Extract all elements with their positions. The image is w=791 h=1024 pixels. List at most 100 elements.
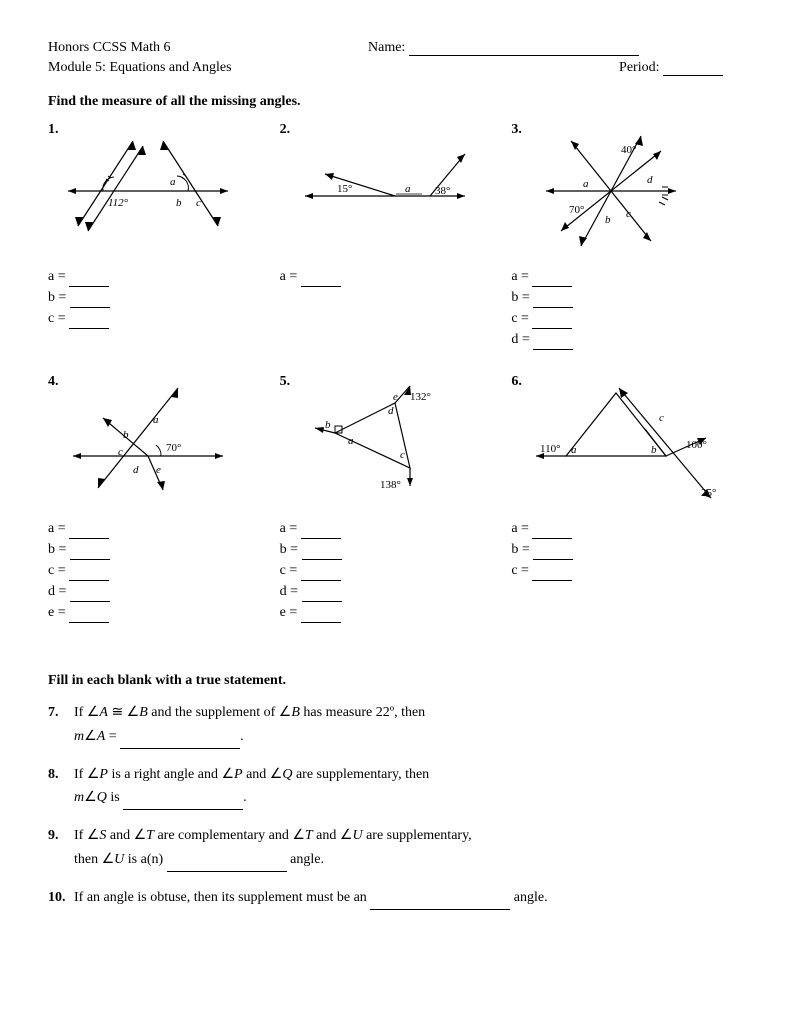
fill-in-list: 7. If ∠A ≅ ∠B and the supplement of ∠B h… bbox=[48, 701, 743, 910]
p3-ans-b: b = bbox=[511, 290, 529, 305]
question-9: 9. If ∠S and ∠T are complementary and ∠T… bbox=[48, 824, 743, 872]
p6-blank-c[interactable] bbox=[532, 580, 572, 581]
p6-label-a: a bbox=[571, 444, 577, 456]
p5-label-c: c bbox=[400, 449, 405, 461]
p6-ans-c: c = bbox=[511, 563, 529, 578]
p2-blank-a[interactable] bbox=[301, 286, 341, 287]
p5-ans-d: d = bbox=[280, 584, 298, 599]
p1-label-b: b bbox=[176, 197, 182, 209]
p4-label-d: d bbox=[133, 464, 139, 476]
p6-label-c: c bbox=[659, 412, 664, 424]
p4-ans-b: b = bbox=[48, 542, 66, 557]
period-label: Period: bbox=[619, 60, 659, 75]
q8-blank[interactable] bbox=[123, 809, 243, 810]
module-title: Module 5: Equations and Angles bbox=[48, 60, 368, 76]
p3-ans-a: a = bbox=[511, 269, 529, 284]
p3-angle-40: 40° bbox=[621, 144, 636, 156]
problem-2: 2. 15° 38° a a = bbox=[280, 122, 512, 350]
problem-1-answers: a = b = c = bbox=[48, 266, 280, 329]
p6-label-b: b bbox=[651, 444, 657, 456]
p4-ans-e: e = bbox=[48, 605, 66, 620]
p2-angle-15: 15° bbox=[337, 183, 352, 195]
problem-4: 4. 70° a b c d e a bbox=[48, 374, 280, 623]
problem-3-diagram: 40° 70° a b c d bbox=[511, 126, 743, 246]
p5-blank-e[interactable] bbox=[301, 622, 341, 623]
q8-text: If ∠P is a right angle and ∠P and ∠Q are… bbox=[74, 763, 743, 811]
problem-5: 5. 132° 138° a b c d e a = b = bbox=[280, 374, 512, 623]
p1-label-c: c bbox=[196, 197, 201, 209]
q7-blank[interactable] bbox=[120, 748, 240, 749]
p5-label-d: d bbox=[388, 405, 394, 417]
p4-ans-a: a = bbox=[48, 521, 66, 536]
p2-label-a: a bbox=[405, 183, 411, 195]
p5-angle-132: 132° bbox=[410, 391, 431, 403]
p5-ans-e: e = bbox=[280, 605, 298, 620]
p4-angle-70: 70° bbox=[166, 442, 181, 454]
problem-2-answers: a = bbox=[280, 266, 512, 287]
p6-ans-b: b = bbox=[511, 542, 529, 557]
problem-4-diagram: 70° a b c d e bbox=[48, 378, 280, 498]
p1-ans-a: a = bbox=[48, 269, 66, 284]
q9-num: 9. bbox=[48, 824, 74, 872]
problem-6: 6. 110° 100° 25° a b c a = b bbox=[511, 374, 743, 623]
problem-3: 3. 40° bbox=[511, 122, 743, 350]
problem-6-diagram: 110° 100° 25° a b c bbox=[511, 378, 743, 498]
period-blank[interactable] bbox=[663, 75, 723, 76]
p1-ans-c: c = bbox=[48, 311, 66, 326]
q9-blank[interactable] bbox=[167, 871, 287, 872]
p6-ans-a: a = bbox=[511, 521, 529, 536]
question-8: 8. If ∠P is a right angle and ∠P and ∠Q … bbox=[48, 763, 743, 811]
problem-6-answers: a = b = c = bbox=[511, 518, 743, 581]
problem-3-answers: a = b = c = d = bbox=[511, 266, 743, 350]
p1-blank-c[interactable] bbox=[69, 328, 109, 329]
p4-ans-d: d = bbox=[48, 584, 66, 599]
p4-label-e: e bbox=[156, 464, 161, 476]
p6-angle-25: 25° bbox=[701, 487, 716, 499]
problems-row-1: 1. 112° a b bbox=[48, 122, 743, 350]
p1-angle-112: 112° bbox=[108, 197, 129, 209]
p2-angle-38: 38° bbox=[435, 185, 450, 197]
instruction-2: Fill in each blank with a true statement… bbox=[48, 673, 743, 689]
problem-4-answers: a = b = c = d = e = bbox=[48, 518, 280, 623]
p4-label-b: b bbox=[123, 429, 129, 441]
p5-ans-a: a = bbox=[280, 521, 298, 536]
q7-text: If ∠A ≅ ∠B and the supplement of ∠B has … bbox=[74, 701, 743, 749]
p1-label-a: a bbox=[170, 176, 176, 188]
p5-ans-b: b = bbox=[280, 542, 298, 557]
name-blank[interactable] bbox=[409, 55, 639, 56]
problem-5-diagram: 132° 138° a b c d e bbox=[280, 378, 512, 498]
p5-label-a: a bbox=[348, 435, 354, 447]
p5-label-b: b bbox=[325, 419, 331, 431]
p4-blank-e[interactable] bbox=[69, 622, 109, 623]
p1-ans-b: b = bbox=[48, 290, 66, 305]
p3-label-c: c bbox=[626, 208, 631, 220]
p3-angle-70: 70° bbox=[569, 204, 584, 216]
p3-blank-d[interactable] bbox=[533, 349, 573, 350]
problem-1: 1. 112° a b bbox=[48, 122, 280, 350]
q10-blank[interactable] bbox=[370, 909, 510, 910]
p2-ans-a: a = bbox=[280, 269, 298, 284]
instruction-1: Find the measure of all the missing angl… bbox=[48, 94, 743, 110]
p6-angle-100: 100° bbox=[686, 439, 707, 451]
problem-1-diagram: 112° a b c bbox=[48, 126, 280, 246]
problems-row-2: 4. 70° a b c d e a bbox=[48, 374, 743, 623]
p5-ans-c: c = bbox=[280, 563, 298, 578]
p3-ans-d: d = bbox=[511, 332, 529, 347]
q10-text: If an angle is obtuse, then its suppleme… bbox=[74, 886, 743, 910]
p3-ans-c: c = bbox=[511, 311, 529, 326]
course-title: Honors CCSS Math 6 bbox=[48, 40, 368, 56]
question-7: 7. If ∠A ≅ ∠B and the supplement of ∠B h… bbox=[48, 701, 743, 749]
header-row-1: Honors CCSS Math 6 Name: bbox=[48, 40, 743, 56]
problem-5-answers: a = b = c = d = e = bbox=[280, 518, 512, 623]
name-label: Name: bbox=[368, 40, 405, 55]
p4-label-c: c bbox=[118, 446, 123, 458]
p5-label-e: e bbox=[393, 391, 398, 403]
q7-num: 7. bbox=[48, 701, 74, 749]
problem-2-diagram: 15° 38° a bbox=[280, 126, 512, 246]
p5-angle-138: 138° bbox=[380, 479, 401, 491]
p3-label-b: b bbox=[605, 214, 611, 226]
p3-label-d: d bbox=[647, 174, 653, 186]
name-field: Name: bbox=[368, 40, 743, 56]
p4-label-a: a bbox=[153, 414, 159, 426]
q9-text: If ∠S and ∠T are complementary and ∠T an… bbox=[74, 824, 743, 872]
